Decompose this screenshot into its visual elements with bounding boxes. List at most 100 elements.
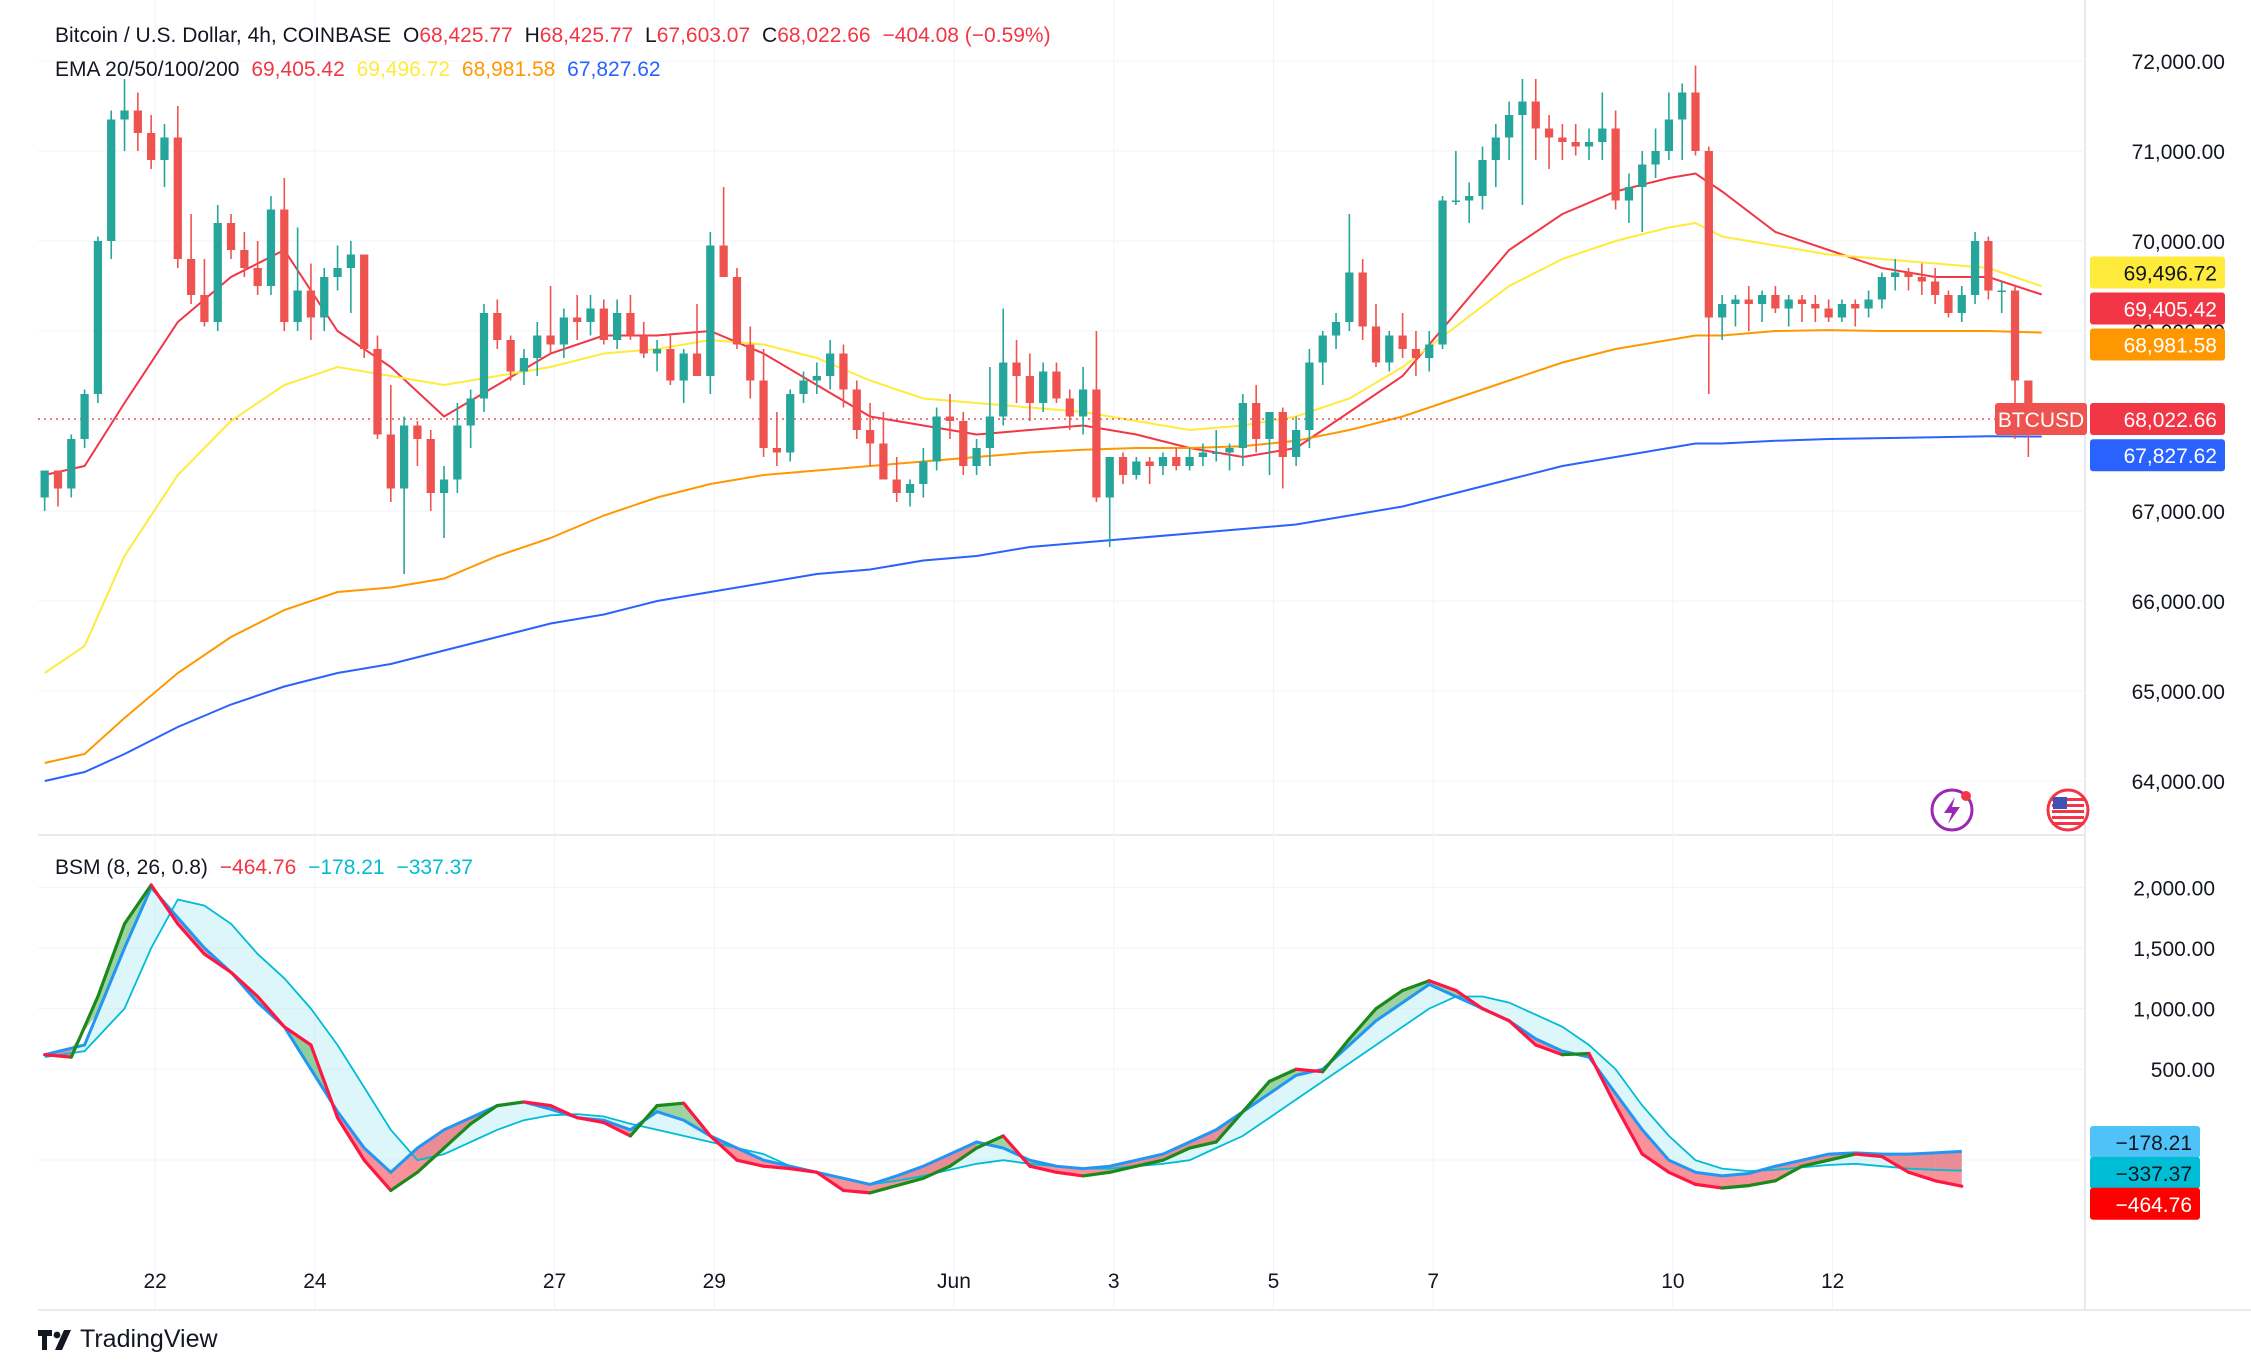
- bsm-main-segment: [415, 1146, 446, 1174]
- candle-body: [1731, 299, 1740, 304]
- bsm-value-tag-bg: [2090, 1187, 2200, 1220]
- bsm-main-segment: [655, 1101, 686, 1108]
- symbol-tag-bg: [1995, 402, 2087, 435]
- ema-legend[interactable]: EMA 20/50/100/200 69,405.42 69,496.72 68…: [55, 58, 667, 82]
- candle-body: [1638, 164, 1647, 187]
- bsm-value-tag-text: −464.76: [2116, 1194, 2193, 1217]
- tradingview-logo[interactable]: TradingView: [38, 1325, 218, 1354]
- bsm-main-segment: [1853, 1152, 1884, 1159]
- bsm-value-tag-bg: [2090, 1125, 2200, 1158]
- bsm-main-segment: [1640, 1152, 1671, 1174]
- candle-body: [573, 317, 582, 322]
- bsm-tick-label: 1,500.00: [2133, 938, 2215, 961]
- candle-body: [1172, 457, 1181, 466]
- symbol-tag-text: BTCUSD: [1998, 409, 2084, 432]
- time-tick-label: Jun: [937, 1270, 971, 1293]
- candle-body: [1837, 304, 1847, 318]
- bsm-main-segment: [1773, 1164, 1804, 1183]
- ema50-value: 69,496.72: [356, 58, 451, 81]
- time-tick-label: 10: [1661, 1270, 1684, 1293]
- time-axis[interactable]: 22 24 27 29 Jun 3 5 7 10 12: [143, 1270, 1844, 1293]
- time-tick-label: 5: [1268, 1270, 1280, 1293]
- candle-body: [1385, 335, 1394, 363]
- candle-body: [306, 290, 316, 318]
- bsm-main-segment: [1534, 1043, 1564, 1057]
- chart-icons[interactable]: [1930, 788, 2090, 832]
- candle-body: [53, 470, 63, 489]
- candle-body: [1891, 272, 1900, 277]
- ema20-value: 69,405.42: [251, 58, 345, 81]
- bsm-diff-fill: [1935, 1151, 1962, 1187]
- candle-body: [506, 340, 515, 372]
- bsm-diff-fill: [923, 1154, 950, 1179]
- price-tag: 67,827.62: [2090, 439, 2225, 472]
- candle-body: [1811, 304, 1820, 309]
- us-flag-icon-stripe: [2052, 798, 2084, 801]
- bsm-value-tag: −337.37: [2090, 1156, 2200, 1189]
- bsm-diff-fill: [1375, 990, 1403, 1021]
- candle-body: [1198, 452, 1208, 457]
- us-flag-icon-canton: [2053, 797, 2067, 809]
- bsm-value: −464.76: [219, 856, 297, 879]
- us-flag-icon-stripe: [2052, 816, 2084, 819]
- us-flag-icon-stripe: [2052, 810, 2084, 813]
- symbol-legend[interactable]: Bitcoin / U.S. Dollar, 4h, COINBASE O68,…: [55, 24, 1057, 48]
- candle-body: [1797, 299, 1807, 304]
- candle-body: [1611, 128, 1620, 201]
- candle-body: [519, 358, 529, 372]
- price-tick-label: 66,000.00: [2132, 591, 2225, 614]
- bsm-main-segment: [1800, 1158, 1831, 1168]
- time-tick-label: 24: [303, 1270, 327, 1293]
- candle-body: [746, 344, 755, 381]
- candle-body: [1278, 412, 1287, 457]
- candle-body: [1944, 295, 1953, 313]
- candle-body: [879, 443, 888, 480]
- candle-body: [772, 448, 782, 453]
- candle-body: [1491, 137, 1500, 160]
- candle-body: [1931, 281, 1940, 295]
- bsm-tick-label: 1,000.00: [2133, 999, 2215, 1022]
- price-tag: 69,496.72: [2090, 256, 2225, 289]
- bsm-value-tag-bg: [2090, 1156, 2200, 1189]
- bsm-main-segment: [1560, 1051, 1591, 1057]
- candle-body: [133, 110, 142, 133]
- price-tags: 69,496.72 69,405.42 68,981.58 68,022.66 67,8…: [1995, 256, 2225, 1220]
- price-tag: 69,405.42: [2090, 292, 2225, 325]
- candle-body: [1371, 326, 1381, 363]
- lightning-icon-bolt: [1944, 797, 1960, 824]
- candle-body: [1078, 389, 1088, 417]
- candle-body: [666, 349, 675, 381]
- bsm-value-tag: −464.76: [2090, 1187, 2200, 1220]
- bsm-main-segment: [256, 994, 286, 1029]
- high-label: H: [524, 24, 540, 47]
- bsm-main-segment: [1267, 1067, 1298, 1083]
- bsm-legend[interactable]: BSM (8, 26, 0.8) −464.76 −178.21 −337.37: [55, 856, 479, 880]
- bsm-main-segment: [682, 1101, 712, 1138]
- bsm-main-segment: [1507, 1019, 1538, 1047]
- candle-body: [1624, 187, 1634, 201]
- candle-body: [786, 394, 795, 453]
- candle-body: [1012, 362, 1021, 376]
- candle-body: [213, 223, 222, 322]
- symbol-title: Bitcoin / U.S. Dollar, 4h, COINBASE: [55, 24, 392, 47]
- candlestick-series[interactable]: [40, 65, 2033, 575]
- candle-body: [599, 308, 608, 340]
- candle-body: [1784, 299, 1793, 309]
- candle-body: [439, 479, 449, 493]
- bsm-main-segment: [1081, 1170, 1112, 1178]
- ema-line-0: [44, 172, 2043, 476]
- candle-body: [466, 398, 475, 426]
- candle-body: [1584, 142, 1594, 147]
- high-value: 68,425.77: [539, 24, 634, 47]
- bsm-main-segment: [1587, 1051, 1618, 1108]
- candle-body: [2010, 290, 2020, 381]
- bsm-value-tag-text: −178.21: [2116, 1132, 2193, 1155]
- candle-body: [160, 137, 169, 160]
- candle-body: [1757, 295, 1767, 304]
- candle-body: [839, 353, 848, 390]
- candle-body: [812, 376, 821, 381]
- candle-body: [959, 421, 968, 466]
- candle-body: [1145, 461, 1154, 466]
- bsm-main-segment: [1880, 1154, 1911, 1174]
